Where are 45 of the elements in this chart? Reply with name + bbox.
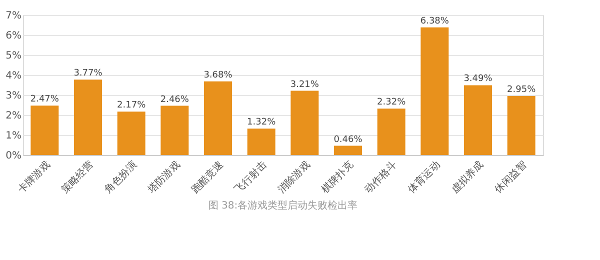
data-label: 6.38% xyxy=(420,16,450,26)
x-tick-label: 虚拟养成 xyxy=(449,158,486,196)
x-tick-label: 消除游戏 xyxy=(276,158,312,196)
data-label: 1.32% xyxy=(247,118,276,128)
bar xyxy=(247,128,276,155)
bar xyxy=(377,108,406,155)
bar xyxy=(160,106,189,155)
y-tick-label: 1% xyxy=(6,130,22,142)
y-tick-label: 0% xyxy=(6,150,22,162)
y-tick-label: 2% xyxy=(6,110,22,122)
x-tick-label: 棋牌扑克 xyxy=(319,158,356,196)
data-label: 2.95% xyxy=(507,85,536,95)
data-label: 0.46% xyxy=(334,134,363,145)
bar xyxy=(290,90,319,155)
data-label: 3.68% xyxy=(204,70,233,80)
x-tick-label: 策略经营 xyxy=(59,158,96,196)
x-tick-label: 塔防游戏 xyxy=(144,158,182,196)
x-tick-label: 飞行射击 xyxy=(232,158,270,196)
y-tick-label: 5% xyxy=(6,50,22,62)
bar xyxy=(74,80,102,155)
data-label: 2.32% xyxy=(377,98,406,108)
data-label: 2.46% xyxy=(160,94,190,105)
bar xyxy=(117,112,146,155)
data-label: 3.21% xyxy=(290,80,320,90)
x-tick-label: 卡牌游戏 xyxy=(16,158,52,196)
x-tick-label: 跑酷竞速 xyxy=(189,158,226,196)
bar xyxy=(204,81,232,155)
bar xyxy=(30,106,59,155)
y-tick-label: 3% xyxy=(6,90,22,102)
bar xyxy=(464,85,492,155)
y-tick-label: 4% xyxy=(6,70,22,82)
y-tick-label: 6% xyxy=(6,30,22,42)
data-label: 3.49% xyxy=(464,74,493,84)
bar xyxy=(334,146,362,155)
data-label: 2.47% xyxy=(30,94,60,105)
bar xyxy=(420,27,449,155)
x-tick-label: 休闲益智 xyxy=(492,158,530,196)
x-tick-label: 体育运动 xyxy=(406,158,442,196)
caption: 图 38:各游戏类型启动失败检出率 xyxy=(208,199,358,212)
x-tick-label: 角色扮演 xyxy=(102,158,140,196)
bar xyxy=(507,96,536,155)
x-tick-label: 动作格斗 xyxy=(362,158,400,196)
data-label: 3.77% xyxy=(74,68,103,79)
y-tick-label: 7% xyxy=(6,10,22,22)
data-label: 2.17% xyxy=(117,100,146,111)
